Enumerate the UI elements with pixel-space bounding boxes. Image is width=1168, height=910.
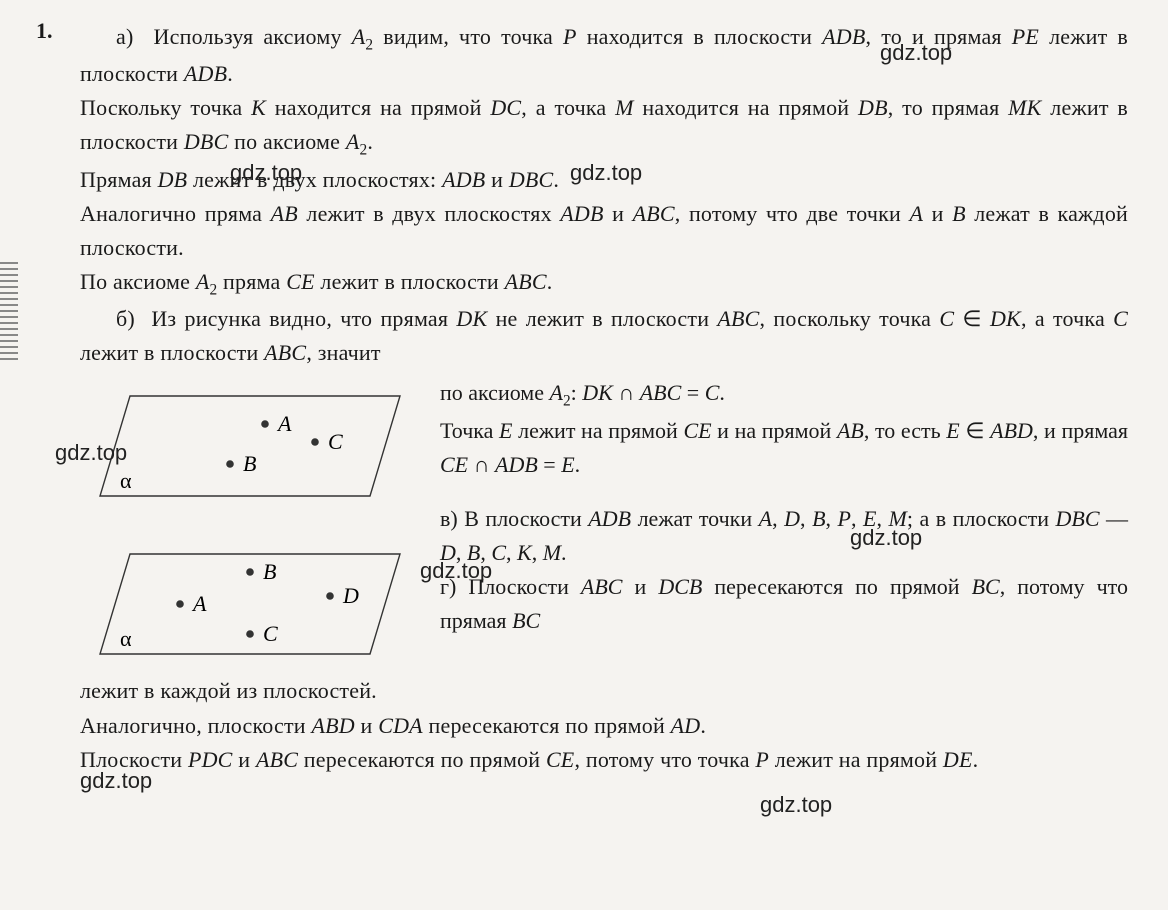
para: Плоскости PDC и ABC пересекаются по прям… — [80, 743, 1128, 777]
para: по аксиоме A2: DK ∩ ABC = C. — [440, 376, 1128, 413]
problem-number: 1. — [36, 18, 53, 44]
figure-1: α A C B — [80, 376, 420, 516]
para: Прямая DB лежит в двух плоскостях: ADB и… — [80, 163, 1128, 197]
solution-text-cont: лежит в каждой из плоскостей. Аналогично… — [80, 674, 1128, 776]
solution-text: а) Используя аксиому A2 видим, что точка… — [80, 20, 1128, 370]
figure-2: α B A D C — [80, 534, 420, 674]
svg-text:B: B — [263, 559, 276, 584]
svg-text:B: B — [243, 451, 256, 476]
svg-text:α: α — [120, 468, 132, 493]
right-text-column: по аксиоме A2: DK ∩ ABC = C. Точка E леж… — [440, 376, 1128, 638]
para: Аналогично, плоскости ABD и CDA пересека… — [80, 709, 1128, 743]
para: Аналогично пряма AB лежит в двух плоскос… — [80, 197, 1128, 265]
figure-column: αACB αBADC — [80, 376, 420, 674]
para-b: б) Из рисунка видно, что прямая DK не ле… — [80, 302, 1128, 370]
svg-text:C: C — [263, 621, 278, 646]
svg-text:α: α — [120, 626, 132, 651]
para: По аксиоме A2 пряма CE лежит в плоскости… — [80, 265, 1128, 302]
para: Точка E лежит на прямой CE и на прямой A… — [440, 414, 1128, 482]
svg-text:A: A — [191, 591, 207, 616]
svg-text:A: A — [276, 411, 292, 436]
para-g: г) Плоскости ABC и DCB пересекаются по п… — [440, 570, 1128, 638]
para-v: в) В плоскости ADB лежат точки A, D, B, … — [440, 502, 1128, 570]
para: лежит в каждой из плоскостей. — [80, 674, 1128, 708]
para: Поскольку точка K находится на прямой DC… — [80, 91, 1128, 162]
watermark: gdz.top — [760, 792, 832, 818]
para-a: а) Используя аксиому A2 видим, что точка… — [80, 20, 1128, 91]
figure-text-wrap: αACB αBADC по аксиоме A2: DK ∩ ABC = C. … — [80, 376, 1128, 674]
svg-text:C: C — [328, 429, 343, 454]
margin-hatch — [0, 260, 18, 360]
page: 1. а) Используя аксиому A2 видим, что то… — [0, 0, 1168, 910]
svg-text:D: D — [342, 583, 359, 608]
